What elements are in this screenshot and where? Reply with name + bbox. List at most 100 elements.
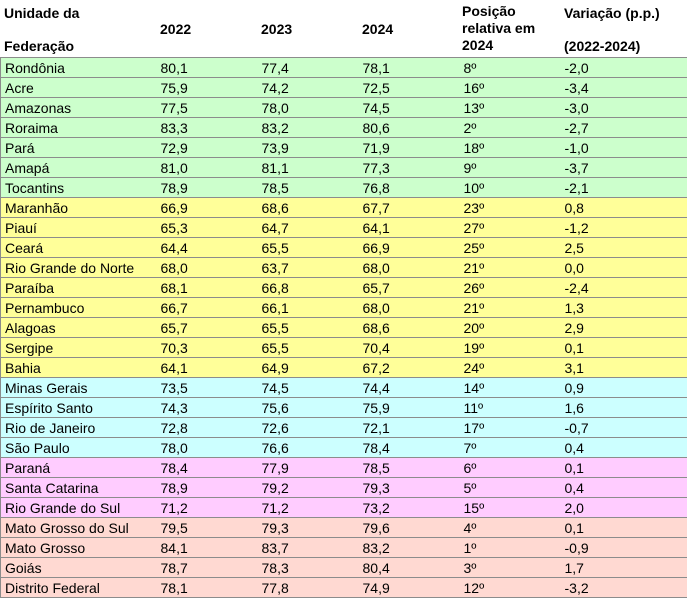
cell-variation: 1,6 (559, 398, 687, 418)
cell-2022: 70,3 (155, 338, 256, 358)
cell-variation: 3,1 (559, 358, 687, 378)
cell-variation: 0,1 (559, 338, 687, 358)
cell-2023: 64,9 (256, 358, 357, 378)
cell-variation: 2,0 (559, 498, 687, 518)
cell-uf: Pernambuco (1, 298, 155, 318)
cell-position: 25º (458, 238, 559, 258)
cell-2024: 76,8 (357, 178, 458, 198)
cell-2022: 65,3 (155, 218, 256, 238)
cell-uf: Minas Gerais (1, 378, 155, 398)
cell-position: 23º (458, 198, 559, 218)
cell-position: 7º (458, 438, 559, 458)
cell-variation: 0,4 (559, 478, 687, 498)
cell-2024: 65,7 (357, 278, 458, 298)
cell-2022: 78,9 (155, 478, 256, 498)
cell-2023: 76,6 (256, 438, 357, 458)
cell-position: 24º (458, 358, 559, 378)
cell-2023: 77,9 (256, 458, 357, 478)
cell-position: 11º (458, 398, 559, 418)
cell-2024: 75,9 (357, 398, 458, 418)
cell-uf: Amapá (1, 158, 155, 178)
cell-2023: 81,1 (256, 158, 357, 178)
cell-2024: 78,4 (357, 438, 458, 458)
cell-2022: 72,9 (155, 138, 256, 158)
cell-variation: 1,3 (559, 298, 687, 318)
data-table-view: Unidade da Federação 2022 2023 2024 Posi… (0, 0, 687, 573)
cell-2024: 74,4 (357, 378, 458, 398)
cell-2024: 83,2 (357, 538, 458, 558)
cell-2023: 65,5 (256, 338, 357, 358)
cell-uf: Ceará (1, 238, 155, 258)
cell-2022: 78,4 (155, 458, 256, 478)
cell-position: 14º (458, 378, 559, 398)
cell-position: 17º (458, 418, 559, 438)
cell-variation: -3,0 (559, 98, 687, 118)
cell-2022: 66,9 (155, 198, 256, 218)
cell-2024: 64,1 (357, 218, 458, 238)
cell-2022: 74,3 (155, 398, 256, 418)
cell-uf: Bahia (1, 358, 155, 378)
cell-2023: 66,1 (256, 298, 357, 318)
cell-2023: 68,6 (256, 198, 357, 218)
cell-position: 5º (458, 478, 559, 498)
cell-2024: 72,1 (357, 418, 458, 438)
cell-2024: 67,2 (357, 358, 458, 378)
cell-uf: São Paulo (1, 438, 155, 458)
cell-position: 13º (458, 98, 559, 118)
cell-2024: 78,5 (357, 458, 458, 478)
header-pos-line1: Posição (462, 3, 516, 19)
cell-2023: 75,6 (256, 398, 357, 418)
cell-uf: Rondônia (1, 58, 155, 78)
cell-uf: Pará (1, 138, 155, 158)
cell-uf: Santa Catarina (1, 478, 155, 498)
cell-2022: 80,1 (155, 58, 256, 78)
cell-2022: 75,9 (155, 78, 256, 98)
cell-position: 21º (458, 258, 559, 278)
cell-position: 21º (458, 298, 559, 318)
cell-2024: 74,9 (357, 578, 458, 598)
cell-2024: 74,5 (357, 98, 458, 118)
cell-variation: 0,8 (559, 198, 687, 218)
cell-position: 1º (458, 538, 559, 558)
cell-position: 4º (458, 518, 559, 538)
cell-2024: 80,6 (357, 118, 458, 138)
cell-2023: 83,2 (256, 118, 357, 138)
cell-variation: -3,7 (559, 158, 687, 178)
cell-2022: 68,0 (155, 258, 256, 278)
cell-variation: -3,4 (559, 78, 687, 98)
cell-variation: 0,1 (559, 518, 687, 538)
cell-2024: 77,3 (357, 158, 458, 178)
cell-2024: 71,9 (357, 138, 458, 158)
cell-uf: Rio Grande do Norte (1, 258, 155, 278)
cell-2023: 79,3 (256, 518, 357, 538)
cell-2024: 67,7 (357, 198, 458, 218)
header-var-line1: Variação (p.p.) (564, 5, 660, 21)
cell-uf: Sergipe (1, 338, 155, 358)
cell-variation: 0,1 (559, 458, 687, 478)
cell-2023: 66,8 (256, 278, 357, 298)
cell-uf: Tocantins (1, 178, 155, 198)
cell-2024: 79,6 (357, 518, 458, 538)
cell-uf: Distrito Federal (1, 578, 155, 598)
header-var-line2: (2022-2024) (564, 38, 640, 54)
cell-2022: 66,7 (155, 298, 256, 318)
cell-2022: 64,1 (155, 358, 256, 378)
cell-uf: Paraíba (1, 278, 155, 298)
cell-variation: -0,7 (559, 418, 687, 438)
